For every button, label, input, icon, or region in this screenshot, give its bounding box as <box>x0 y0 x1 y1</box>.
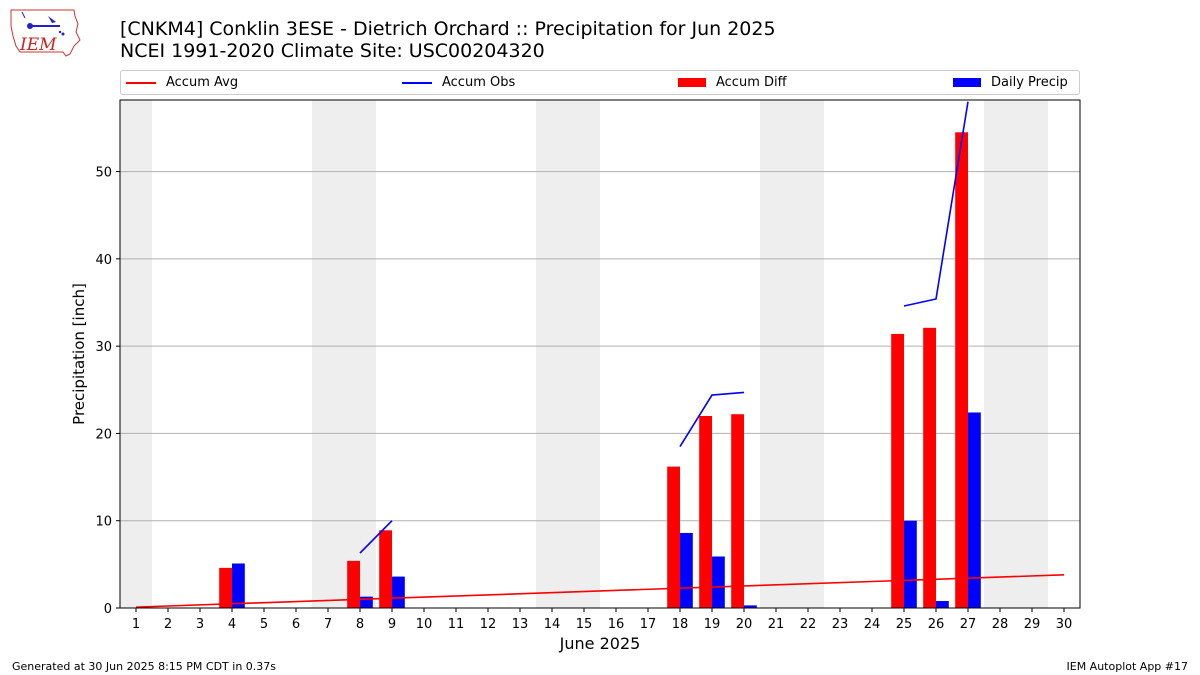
x-tick-label: 22 <box>800 617 817 632</box>
accum-obs-line <box>903 101 969 307</box>
app-credit: IEM Autoplot App #17 <box>1066 660 1189 673</box>
y-tick-label: 0 <box>104 602 112 617</box>
accum-diff-bar <box>379 530 392 608</box>
daily-precip-bar <box>904 520 917 608</box>
daily-precip-bar <box>712 556 725 608</box>
legend-item-accum-avg: Accum Avg <box>126 71 238 94</box>
x-tick-label: 3 <box>196 617 204 632</box>
x-tick-label: 30 <box>1056 617 1073 632</box>
daily-precip-bar <box>680 532 693 608</box>
x-axis-ticks: 1 2 3 4 5 6 7 8 9 10 11 12 13 14 15 16 17 18 19 20 21 22 23 24 2… <box>132 608 1072 632</box>
x-tick-label: 16 <box>608 617 625 632</box>
x-axis-label: June 2025 <box>559 634 641 653</box>
weekend-band <box>984 100 1016 608</box>
iowa-map-logo-icon: IEM <box>10 9 81 57</box>
daily-precip-bar <box>232 563 245 608</box>
y-gridlines <box>120 171 1080 522</box>
weekend-band <box>312 100 344 608</box>
logo-text: IEM <box>19 35 57 55</box>
accum-diff-bar <box>347 560 360 608</box>
accum-diff-bar <box>699 415 712 608</box>
legend-item-accum-obs: Accum Obs <box>402 71 515 94</box>
legend-swatch-accum-diff <box>678 78 706 87</box>
x-tick-label: 27 <box>960 617 977 632</box>
x-tick-label: 19 <box>704 617 721 632</box>
x-tick-label: 5 <box>260 617 268 632</box>
daily-precip-bar <box>936 601 949 608</box>
daily-precip-bar <box>744 605 757 608</box>
x-tick-label: 17 <box>640 617 657 632</box>
x-tick-label: 7 <box>324 617 332 632</box>
chart-subtitle: NCEI 1991-2020 Climate Site: USC00204320 <box>120 40 545 62</box>
bar-series <box>219 132 981 608</box>
weekend-band <box>1016 100 1048 608</box>
legend-item-daily-precip: Daily Precip <box>953 71 1068 94</box>
x-tick-label: 23 <box>832 617 849 632</box>
legend-label: Accum Avg <box>166 75 239 90</box>
daily-precip-bar <box>360 596 373 608</box>
chart-title: [CNKM4] Conklin 3ESE - Dietrich Orchard … <box>120 18 776 40</box>
y-tick-label: 50 <box>95 166 112 181</box>
legend-swatch-daily-precip <box>953 78 981 87</box>
weekend-bands <box>120 100 1048 608</box>
accum-obs-line <box>359 520 393 554</box>
x-tick-label: 8 <box>356 617 364 632</box>
chart-legend: Accum Avg Accum Obs Accum Diff Daily Pre… <box>120 70 1080 95</box>
y-axis-ticks: 0 10 20 30 40 50 <box>95 166 120 617</box>
x-tick-label: 9 <box>388 617 396 632</box>
iem-logo: IEM <box>8 6 82 60</box>
daily-precip-bar <box>392 576 405 608</box>
x-tick-label: 2 <box>164 617 172 632</box>
x-tick-label: 20 <box>736 617 753 632</box>
legend-label: Daily Precip <box>991 75 1068 90</box>
legend-label: Accum Obs <box>442 75 516 90</box>
y-tick-label: 10 <box>95 515 112 530</box>
legend-item-accum-diff: Accum Diff <box>678 71 787 94</box>
y-tick-label: 20 <box>95 427 112 442</box>
weekend-band <box>344 100 376 608</box>
plot-frame <box>119 99 1081 609</box>
accum-diff-bar <box>731 414 744 608</box>
x-tick-label: 15 <box>576 617 593 632</box>
x-tick-label: 10 <box>416 617 433 632</box>
accum-diff-bar <box>667 466 680 608</box>
accum-diff-bar <box>955 132 968 608</box>
weekend-band <box>536 100 568 608</box>
accum-diff-bar <box>219 567 232 608</box>
x-tick-label: 24 <box>864 617 881 632</box>
x-tick-label: 13 <box>512 617 529 632</box>
legend-label: Accum Diff <box>716 75 787 90</box>
x-tick-label: 4 <box>228 617 236 632</box>
y-axis-label: Precipitation [inch] <box>70 283 88 425</box>
x-tick-label: 28 <box>992 617 1009 632</box>
x-tick-label: 1 <box>132 617 140 632</box>
accum-avg-line <box>135 574 1065 608</box>
legend-swatch-accum-avg <box>126 81 156 84</box>
x-tick-label: 25 <box>896 617 913 632</box>
x-tick-label: 18 <box>672 617 689 632</box>
x-tick-label: 21 <box>768 617 785 632</box>
x-tick-label: 12 <box>480 617 497 632</box>
line-series <box>135 101 1065 608</box>
accum-diff-bar <box>891 333 904 608</box>
accum-diff-bar <box>923 327 936 608</box>
y-tick-label: 30 <box>95 340 112 355</box>
legend-swatch-accum-obs <box>402 81 432 84</box>
x-tick-label: 6 <box>292 617 300 632</box>
accum-obs-line <box>679 391 745 447</box>
y-tick-label: 40 <box>95 253 112 268</box>
weekend-band <box>120 100 152 608</box>
generated-timestamp: Generated at 30 Jun 2025 8:15 PM CDT in … <box>12 660 277 673</box>
x-tick-label: 14 <box>544 617 561 632</box>
weekend-band <box>568 100 600 608</box>
weekend-band <box>792 100 824 608</box>
x-tick-label: 29 <box>1024 617 1041 632</box>
x-tick-label: 11 <box>448 617 465 632</box>
daily-precip-bar <box>968 412 981 608</box>
weekend-band <box>760 100 792 608</box>
x-tick-label: 26 <box>928 617 945 632</box>
